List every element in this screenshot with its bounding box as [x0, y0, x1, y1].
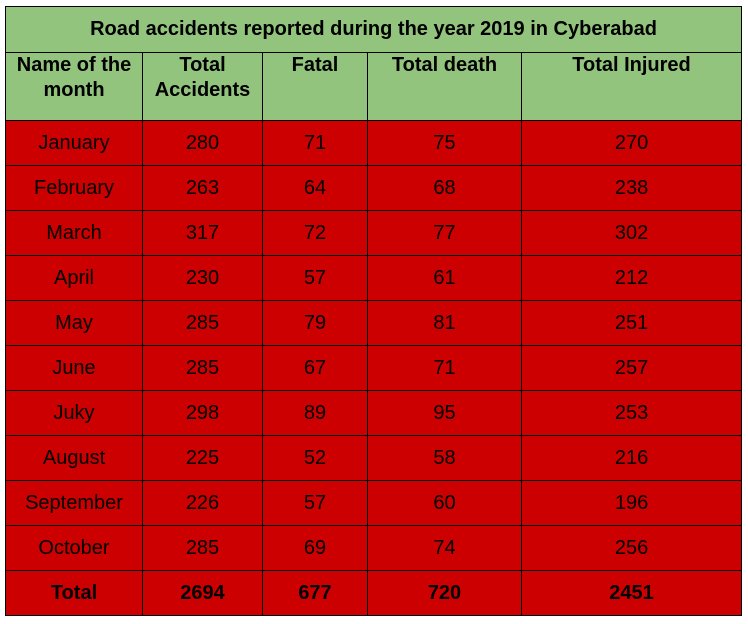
fatal-cell: 89 [262, 390, 368, 436]
total-death-cell: 68 [367, 165, 522, 211]
column-header-total-death: Total death [367, 52, 522, 121]
total-injured-cell: 238 [520, 165, 743, 211]
total-injured-cell: 212 [520, 255, 743, 301]
total-injured-cell: 256 [520, 525, 743, 571]
total-total-accidents-cell: 2694 [142, 570, 263, 616]
fatal-cell: 57 [262, 255, 368, 301]
total-injured-cell: 257 [520, 345, 743, 391]
total-injured-cell: 216 [520, 435, 743, 481]
fatal-cell: 69 [262, 525, 368, 571]
column-header-fatal: Fatal [262, 52, 368, 121]
month-cell: February [5, 165, 143, 211]
total-accidents-cell: 285 [142, 300, 263, 346]
month-cell: June [5, 345, 143, 391]
total-injured-cell: 253 [520, 390, 743, 436]
month-cell: October [5, 525, 143, 571]
table-body: January 280 71 75 270 February 263 64 68 238 March… [5, 120, 743, 616]
month-cell: April [5, 255, 143, 301]
table-row: June 285 67 71 257 [5, 345, 743, 391]
month-cell: Juky [5, 390, 143, 436]
total-total-injured-cell: 2451 [520, 570, 743, 616]
total-death-cell: 60 [367, 480, 522, 526]
month-cell: August [5, 435, 143, 481]
table-row: September 226 57 60 196 [5, 480, 743, 526]
table-container: Road accidents reported during the year … [4, 6, 743, 616]
month-cell: September [5, 480, 143, 526]
total-death-cell: 95 [367, 390, 522, 436]
accidents-table: Road accidents reported during the year … [4, 6, 743, 616]
table-row: April 230 57 61 212 [5, 255, 743, 301]
title-row: Road accidents reported during the year … [4, 6, 743, 53]
table-row: May 285 79 81 251 [5, 300, 743, 346]
total-injured-cell: 302 [520, 210, 743, 256]
total-death-cell: 74 [367, 525, 522, 571]
total-total-death-cell: 720 [367, 570, 522, 616]
total-death-cell: 81 [367, 300, 522, 346]
total-injured-cell: 196 [520, 480, 743, 526]
total-death-cell: 58 [367, 435, 522, 481]
table-row: Juky 298 89 95 253 [5, 390, 743, 436]
total-accidents-cell: 285 [142, 345, 263, 391]
total-accidents-cell: 285 [142, 525, 263, 571]
fatal-cell: 67 [262, 345, 368, 391]
column-header-month: Name of the month [5, 52, 143, 121]
table-row: August 225 52 58 216 [5, 435, 743, 481]
total-injured-cell: 270 [520, 120, 743, 166]
total-accidents-cell: 298 [142, 390, 263, 436]
total-accidents-cell: 280 [142, 120, 263, 166]
month-cell: January [5, 120, 143, 166]
table-row: February 263 64 68 238 [5, 165, 743, 211]
total-accidents-cell: 230 [142, 255, 263, 301]
table-title: Road accidents reported during the year … [4, 6, 743, 53]
total-month-cell: Total [5, 570, 143, 616]
column-header-total-accidents: Total Accidents [142, 52, 263, 121]
table-row: January 280 71 75 270 [5, 120, 743, 166]
table-row: March 317 72 77 302 [5, 210, 743, 256]
table-row: October 285 69 74 256 [5, 525, 743, 571]
fatal-cell: 52 [262, 435, 368, 481]
column-header-total-injured: Total Injured [520, 52, 743, 121]
fatal-cell: 71 [262, 120, 368, 166]
total-injured-cell: 251 [520, 300, 743, 346]
total-death-cell: 77 [367, 210, 522, 256]
fatal-cell: 72 [262, 210, 368, 256]
total-death-cell: 71 [367, 345, 522, 391]
total-row: Total 2694 677 720 2451 [5, 570, 743, 616]
total-accidents-cell: 317 [142, 210, 263, 256]
fatal-cell: 64 [262, 165, 368, 211]
total-accidents-cell: 263 [142, 165, 263, 211]
month-cell: March [5, 210, 143, 256]
header-row: Name of the month Total Accidents Fatal … [5, 52, 743, 121]
fatal-cell: 79 [262, 300, 368, 346]
month-cell: May [5, 300, 143, 346]
total-fatal-cell: 677 [262, 570, 368, 616]
total-accidents-cell: 226 [142, 480, 263, 526]
total-death-cell: 61 [367, 255, 522, 301]
total-death-cell: 75 [367, 120, 522, 166]
total-accidents-cell: 225 [142, 435, 263, 481]
fatal-cell: 57 [262, 480, 368, 526]
